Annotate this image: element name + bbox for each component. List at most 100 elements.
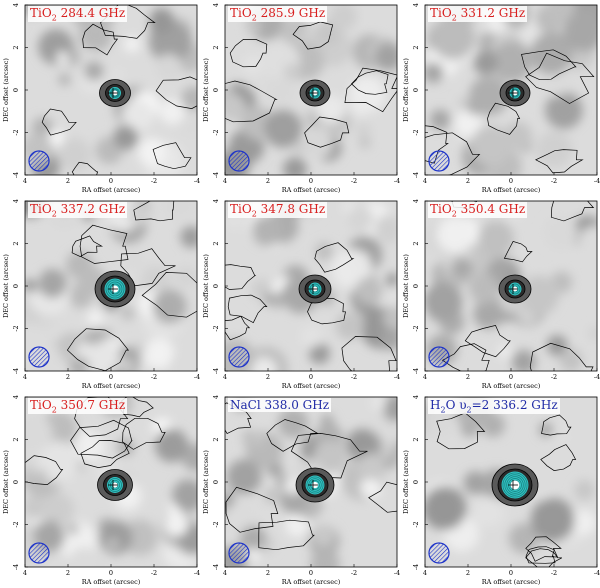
y-tick-label: 2 bbox=[212, 241, 220, 245]
x-tick-label: 4 bbox=[423, 373, 427, 381]
y-tick-label: 2 bbox=[412, 437, 420, 441]
y-tick-label: 0 bbox=[212, 284, 220, 288]
line-label: H2O υ2=2 336.2 GHz bbox=[428, 398, 560, 415]
y-tick-label: 4 bbox=[412, 395, 420, 399]
y-tick-label: 2 bbox=[12, 45, 20, 49]
x-tick-label: 4 bbox=[23, 569, 27, 577]
y-axis-label: DEC offset (arcsec) bbox=[402, 58, 410, 122]
hatched-circle-icon bbox=[428, 542, 450, 564]
x-tick-label: -2 bbox=[551, 569, 557, 577]
line-label-part: 331.2 GHz bbox=[456, 6, 526, 20]
line-label-part: TiO bbox=[230, 6, 252, 20]
hatched-circle-icon bbox=[428, 150, 450, 172]
hatched-circle-icon bbox=[428, 346, 450, 368]
y-axis-label: DEC offset (arcsec) bbox=[202, 58, 210, 122]
x-tick-label: -2 bbox=[351, 177, 357, 185]
line-label-part: NaCl bbox=[230, 398, 261, 412]
y-tick-label: 0 bbox=[212, 88, 220, 92]
line-label-part: 2 bbox=[251, 13, 257, 23]
line-label: TiO2 350.4 GHz bbox=[428, 202, 528, 219]
x-tick-label: -4 bbox=[194, 373, 200, 381]
y-tick-label: 2 bbox=[412, 45, 420, 49]
y-axis-label: DEC offset (arcsec) bbox=[2, 450, 10, 514]
y-axis-label: DEC offset (arcsec) bbox=[402, 254, 410, 318]
x-tick-label: 0 bbox=[109, 569, 113, 577]
x-axis-label: RA offset (arcsec) bbox=[282, 578, 341, 586]
line-label: TiO2 285.9 GHz bbox=[228, 6, 328, 23]
x-tick-label: -2 bbox=[151, 569, 157, 577]
line-label-part: TiO bbox=[430, 6, 452, 20]
y-tick-label: -4 bbox=[12, 368, 20, 374]
y-tick-label: -4 bbox=[12, 564, 20, 570]
y-tick-label: 4 bbox=[12, 395, 20, 399]
y-tick-label: 4 bbox=[212, 199, 220, 203]
x-axis-label: RA offset (arcsec) bbox=[82, 578, 141, 586]
line-label-part: TiO bbox=[230, 202, 252, 216]
x-tick-label: 0 bbox=[509, 177, 513, 185]
x-tick-label: -2 bbox=[351, 569, 357, 577]
x-tick-label: -4 bbox=[594, 177, 600, 185]
line-label-part: 2 bbox=[451, 209, 457, 219]
y-tick-label: 2 bbox=[212, 437, 220, 441]
x-tick-label: 0 bbox=[109, 373, 113, 381]
x-tick-label: 2 bbox=[66, 373, 70, 381]
x-tick-label: 4 bbox=[23, 177, 27, 185]
x-axis-label: RA offset (arcsec) bbox=[482, 186, 541, 194]
x-tick-label: -4 bbox=[394, 569, 400, 577]
y-tick-label: 2 bbox=[212, 45, 220, 49]
y-tick-label: -4 bbox=[212, 368, 220, 374]
y-tick-label: 4 bbox=[12, 199, 20, 203]
x-tick-label: 2 bbox=[466, 569, 470, 577]
x-tick-label: 0 bbox=[309, 373, 313, 381]
x-tick-label: 0 bbox=[309, 569, 313, 577]
y-tick-label: -2 bbox=[12, 325, 20, 331]
map-panel-p3: 4 -4 2 -2 0 0 -2 2 -4 4 RA offset (arcsec) DEC offs… bbox=[400, 0, 600, 196]
line-label: TiO2 347.8 GHz bbox=[228, 202, 328, 219]
line-label-part: 2 bbox=[51, 13, 57, 23]
line-label-part: 285.9 GHz bbox=[256, 6, 326, 20]
x-axis-label: RA offset (arcsec) bbox=[282, 186, 341, 194]
y-tick-label: -2 bbox=[412, 129, 420, 135]
x-tick-label: 0 bbox=[109, 177, 113, 185]
x-tick-label: 4 bbox=[23, 373, 27, 381]
line-label-part: 347.8 GHz bbox=[256, 202, 326, 216]
map-panel-p1: 4 -4 2 -2 0 0 -2 2 -4 4 RA offset (arcsec) DEC offs… bbox=[0, 0, 200, 196]
x-tick-label: 0 bbox=[509, 569, 513, 577]
line-label-part: 2 bbox=[251, 209, 257, 219]
y-tick-label: -4 bbox=[12, 172, 20, 178]
x-tick-label: -2 bbox=[551, 373, 557, 381]
line-label-part: 350.4 GHz bbox=[456, 202, 526, 216]
y-tick-label: -2 bbox=[412, 325, 420, 331]
y-tick-label: -2 bbox=[12, 129, 20, 135]
x-tick-label: 4 bbox=[223, 177, 227, 185]
y-tick-label: -4 bbox=[212, 172, 220, 178]
line-label-part: =2 336.2 GHz bbox=[471, 398, 558, 412]
y-tick-label: 0 bbox=[412, 480, 420, 484]
x-axis-label: RA offset (arcsec) bbox=[482, 382, 541, 390]
y-tick-label: 0 bbox=[412, 284, 420, 288]
x-tick-label: -4 bbox=[194, 177, 200, 185]
line-label-part: TiO bbox=[30, 398, 52, 412]
y-tick-label: 4 bbox=[412, 3, 420, 7]
x-tick-label: 2 bbox=[266, 177, 270, 185]
y-tick-label: -4 bbox=[412, 172, 420, 178]
x-tick-label: 4 bbox=[423, 569, 427, 577]
x-axis-label: RA offset (arcsec) bbox=[482, 578, 541, 586]
y-tick-label: -4 bbox=[212, 564, 220, 570]
x-tick-label: 2 bbox=[66, 569, 70, 577]
map-panel-p8: 4 -4 2 -2 0 0 -2 2 -4 4 RA offset (arcsec) DEC offs… bbox=[200, 392, 400, 588]
line-label-part: TiO bbox=[30, 6, 52, 20]
y-tick-label: 2 bbox=[12, 437, 20, 441]
y-tick-label: 0 bbox=[212, 480, 220, 484]
y-tick-label: -2 bbox=[212, 325, 220, 331]
x-axis-label: RA offset (arcsec) bbox=[282, 382, 341, 390]
x-tick-label: -2 bbox=[151, 177, 157, 185]
y-tick-label: -2 bbox=[212, 129, 220, 135]
hatched-circle-icon bbox=[28, 150, 50, 172]
